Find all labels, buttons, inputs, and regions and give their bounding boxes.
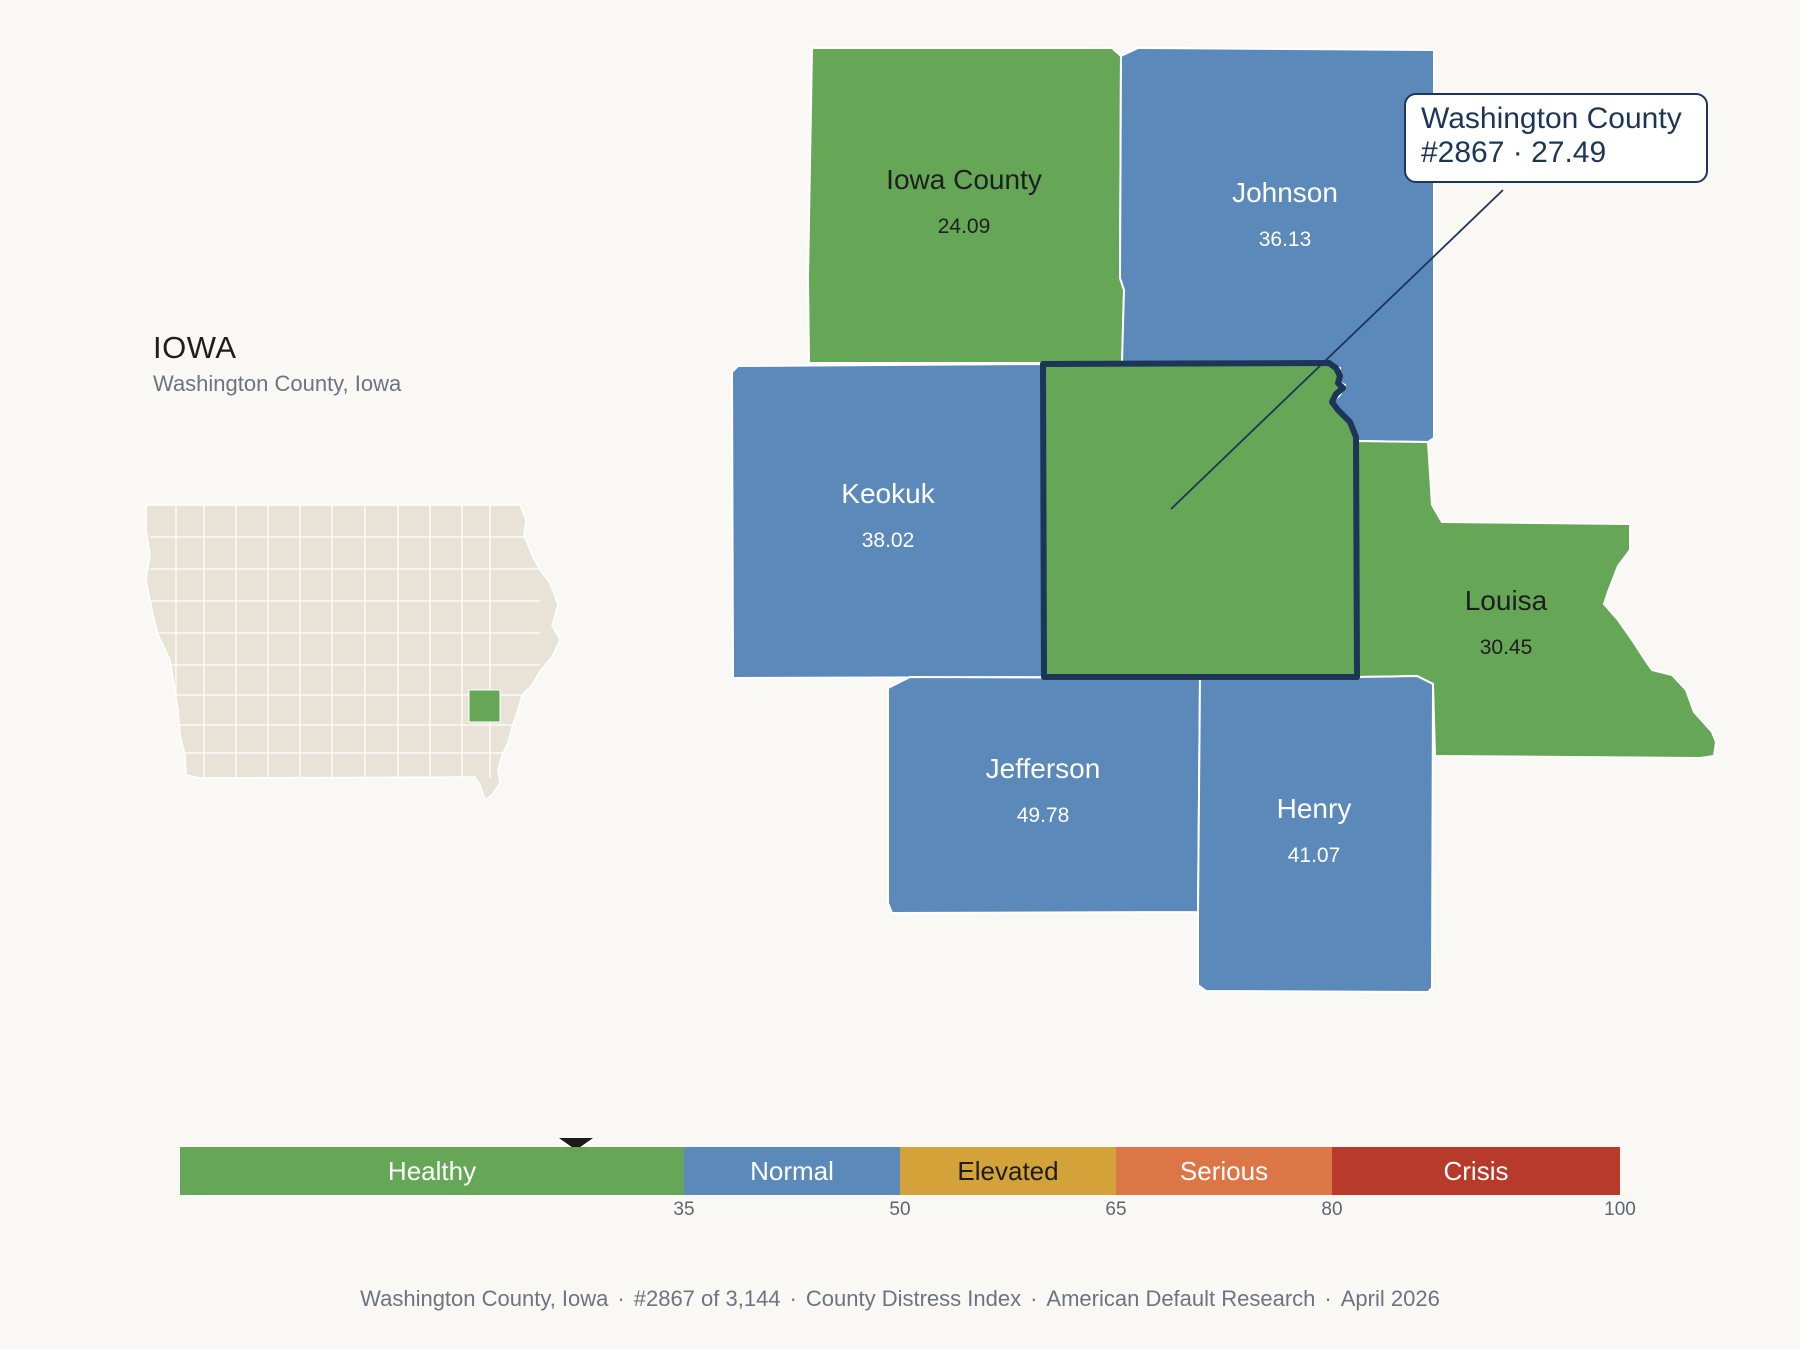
callout-rank-score: #2867 · 27.49 (1421, 136, 1607, 169)
footer-rank: #2867 of 3,144 (633, 1286, 781, 1311)
scale-band-crisis: Crisis (1332, 1147, 1620, 1195)
county-louisa[interactable] (1354, 439, 1718, 760)
scale-tick-label: 100 (1604, 1199, 1636, 1220)
county-washington[interactable] (1040, 360, 1360, 680)
county-name-johnson: Johnson (1232, 177, 1338, 208)
county-value-keokuk: 38.02 (862, 529, 915, 552)
footer-index-name: County Distress Index (805, 1286, 1022, 1311)
scale-tick-label: 35 (673, 1199, 695, 1220)
county-map: Iowa County 24.09 Johnson 36.13 Keokuk 3… (730, 46, 1718, 994)
callout-leader-line (1170, 189, 1504, 510)
scale-band-normal: Normal (684, 1147, 900, 1195)
inset-washington-county (468, 689, 501, 723)
county-name-louisa: Louisa (1465, 585, 1548, 616)
county-value-iowa: 24.09 (938, 215, 991, 238)
county-name-jefferson: Jefferson (986, 753, 1101, 784)
scale-band-elevated: Elevated (900, 1147, 1116, 1195)
selected-county-callout: Washington County #2867 · 27.49 (1404, 93, 1708, 183)
scale-band-serious: Serious (1116, 1147, 1332, 1195)
scale-tick-label: 65 (1105, 1199, 1127, 1220)
iowa-inset-map (145, 504, 561, 802)
county-name-henry: Henry (1277, 793, 1352, 824)
county-value-louisa: 30.45 (1480, 636, 1533, 659)
county-name-keokuk: Keokuk (841, 478, 935, 509)
scale-tick-label: 80 (1321, 1199, 1343, 1220)
state-title: IOWA (153, 330, 237, 365)
scale-tick-label: 50 (889, 1199, 911, 1220)
county-jefferson[interactable] (887, 675, 1202, 915)
distress-scale-bar: Healthy Normal Elevated Serious Crisis (180, 1147, 1620, 1195)
county-value-henry: 41.07 (1288, 844, 1341, 867)
scale-band-healthy: Healthy (180, 1147, 684, 1195)
inset-county-grid (150, 505, 540, 778)
callout-county-name: Washington County (1421, 102, 1682, 135)
footer: Washington County, Iowa · #2867 of 3,144 · C… (360, 1286, 1440, 1311)
footer-source: American Default Research (1046, 1286, 1316, 1311)
county-henry[interactable] (1197, 674, 1435, 994)
footer-date: April 2026 (1340, 1286, 1440, 1311)
county-keokuk[interactable] (730, 362, 1046, 680)
county-value-johnson: 36.13 (1259, 228, 1312, 251)
county-value-jefferson: 49.78 (1017, 804, 1070, 827)
county-name-iowa: Iowa County (886, 164, 1042, 195)
county-iowa[interactable] (806, 47, 1126, 364)
county-labels: Iowa County 24.09 Johnson 36.13 Keokuk 3… (841, 164, 1547, 867)
iowa-state-outline (145, 504, 561, 802)
county-subtitle: Washington County, Iowa (153, 371, 402, 396)
footer-place: Washington County, Iowa (360, 1286, 609, 1311)
